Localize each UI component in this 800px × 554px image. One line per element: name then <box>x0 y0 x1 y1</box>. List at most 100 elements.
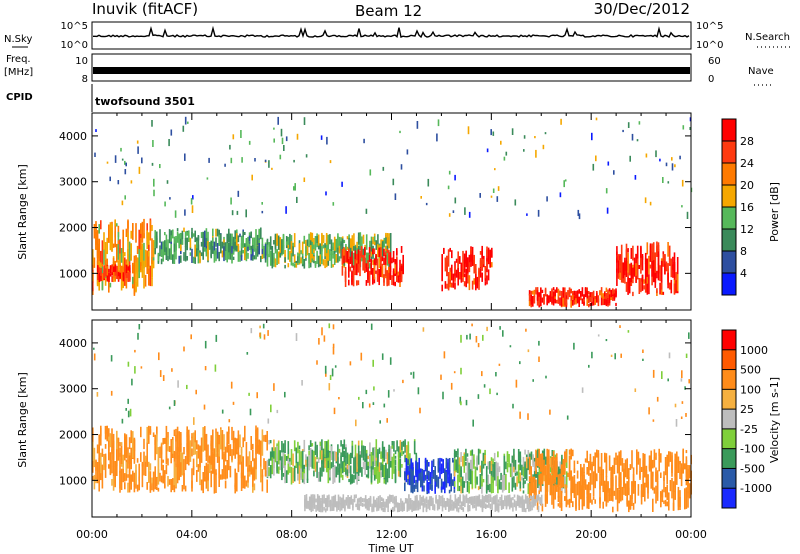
data-cell <box>602 298 604 306</box>
data-cell <box>552 466 555 479</box>
data-cell <box>479 474 482 489</box>
data-cell <box>578 289 580 294</box>
data-cell <box>356 280 358 286</box>
data-cell <box>544 481 547 507</box>
data-cell <box>357 440 360 450</box>
data-cell <box>576 290 579 299</box>
data-cell <box>381 463 384 476</box>
data-cell <box>444 468 446 477</box>
data-cell <box>669 480 672 492</box>
data-cell <box>292 467 294 483</box>
data-cell <box>608 455 611 471</box>
data-cell <box>184 238 187 247</box>
data-cell <box>447 467 449 484</box>
data-cell <box>232 248 235 255</box>
data-cell <box>268 467 270 477</box>
data-cell <box>566 415 569 420</box>
data-cell <box>234 437 236 459</box>
data-cell <box>589 493 592 503</box>
data-cell <box>215 334 218 342</box>
data-cell <box>497 186 500 191</box>
data-cell <box>636 255 639 261</box>
data-cell <box>152 432 155 437</box>
data-cell <box>379 503 381 509</box>
data-cell <box>468 275 471 291</box>
data-cell <box>429 479 432 490</box>
data-cell <box>538 356 540 362</box>
data-cell <box>406 505 409 512</box>
data-cell <box>111 449 113 474</box>
data-cell <box>395 502 397 508</box>
data-cell <box>636 245 639 260</box>
data-cell <box>388 494 391 504</box>
data-cell <box>380 471 382 478</box>
data-cell <box>329 160 332 164</box>
data-cell <box>180 453 182 477</box>
data-cell <box>602 501 604 509</box>
x-tick-label: 20:00 <box>575 528 607 541</box>
data-cell <box>305 454 307 462</box>
data-cell <box>532 290 534 295</box>
data-cell <box>341 444 344 454</box>
data-cell <box>279 154 282 160</box>
data-cell <box>391 257 393 264</box>
data-cell <box>325 445 328 462</box>
data-cell <box>556 299 558 304</box>
data-cell <box>149 225 152 241</box>
data-cell <box>596 473 598 482</box>
data-cell <box>111 479 113 486</box>
data-cell <box>564 287 566 298</box>
data-cell <box>486 498 489 503</box>
data-cell <box>329 464 331 478</box>
data-cell <box>156 486 158 490</box>
data-cell <box>95 461 97 479</box>
data-cell <box>638 265 641 269</box>
data-cell <box>581 470 584 477</box>
data-cell <box>338 245 341 254</box>
data-cell <box>423 470 425 481</box>
data-cell <box>676 454 678 467</box>
data-cell <box>271 457 274 475</box>
data-cell <box>325 458 328 473</box>
data-cell <box>562 287 564 295</box>
data-cell <box>117 260 120 277</box>
data-cell <box>175 246 177 260</box>
data-cell <box>260 442 262 468</box>
data-cell <box>292 246 294 257</box>
data-cell <box>264 434 267 442</box>
data-cell <box>541 453 544 458</box>
data-cell <box>93 347 95 350</box>
data-cell <box>258 439 260 455</box>
data-cell <box>356 498 359 505</box>
data-cell <box>637 457 640 465</box>
data-cell <box>214 364 217 372</box>
data-cell <box>178 236 180 247</box>
data-cell <box>226 460 228 479</box>
data-cell <box>348 499 351 509</box>
data-cell <box>340 499 343 509</box>
data-cell <box>292 262 294 267</box>
data-cell <box>203 404 206 410</box>
data-cell <box>220 474 222 480</box>
data-cell <box>287 454 290 464</box>
colorbar-segment <box>722 448 736 469</box>
data-cell <box>510 504 513 508</box>
data-cell <box>394 459 397 466</box>
data-cell <box>546 448 548 474</box>
data-cell <box>358 503 361 511</box>
data-cell <box>300 257 302 264</box>
data-cell <box>362 402 364 409</box>
data-cell <box>397 271 400 278</box>
data-cell <box>476 276 479 289</box>
data-cell <box>573 295 576 305</box>
data-cell <box>159 229 161 243</box>
data-cell <box>303 464 306 470</box>
data-cell <box>520 499 522 505</box>
data-cell <box>93 257 96 268</box>
data-cell <box>212 240 214 254</box>
data-cell <box>483 258 485 265</box>
data-cell <box>159 472 161 482</box>
data-cell <box>604 492 606 502</box>
